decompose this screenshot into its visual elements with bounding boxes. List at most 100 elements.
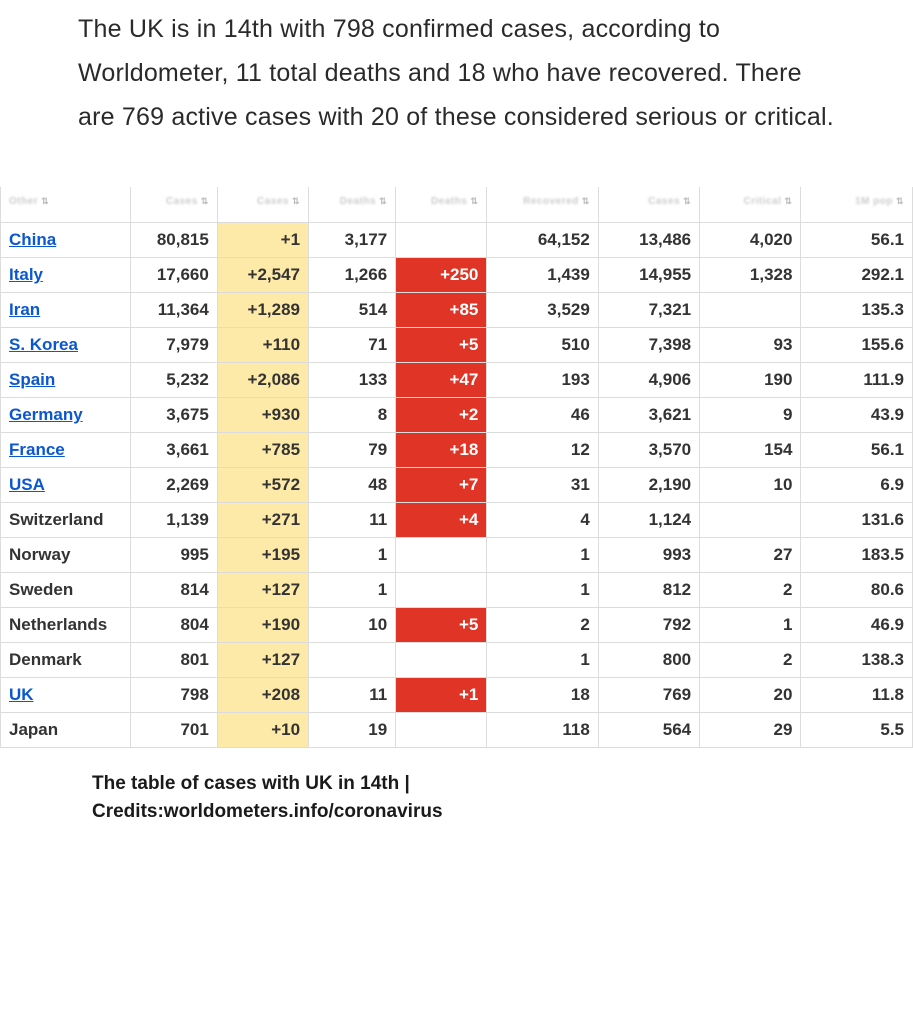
active-cases-cell: 4,906 <box>598 362 699 397</box>
per-million-cell: 46.9 <box>801 607 913 642</box>
sort-icon: ⇅ <box>292 197 300 206</box>
cases-table: Other⇅Cases⇅Cases⇅Deaths⇅Deaths⇅Recovere… <box>0 187 913 748</box>
critical-cell: 9 <box>700 397 801 432</box>
table-row: Sweden814+12711812280.6 <box>1 572 913 607</box>
critical-cell: 190 <box>700 362 801 397</box>
country-cell[interactable]: China <box>1 222 131 257</box>
total-deaths-cell: 19 <box>309 712 396 747</box>
critical-cell: 10 <box>700 467 801 502</box>
new-cases-cell: +127 <box>217 642 308 677</box>
table-row: UK798+20811+1187692011.8 <box>1 677 913 712</box>
country-link[interactable]: Germany <box>9 405 83 424</box>
country-cell[interactable]: Germany <box>1 397 131 432</box>
column-header[interactable]: Critical⇅ <box>700 187 801 222</box>
new-cases-cell: +1,289 <box>217 292 308 327</box>
per-million-cell: 183.5 <box>801 537 913 572</box>
per-million-cell: 135.3 <box>801 292 913 327</box>
country-cell[interactable]: France <box>1 432 131 467</box>
total-deaths-cell: 79 <box>309 432 396 467</box>
new-cases-cell: +271 <box>217 502 308 537</box>
country-link[interactable]: Italy <box>9 265 43 284</box>
table-row: Denmark801+12718002138.3 <box>1 642 913 677</box>
per-million-cell: 80.6 <box>801 572 913 607</box>
table-header: Other⇅Cases⇅Cases⇅Deaths⇅Deaths⇅Recovere… <box>1 187 913 222</box>
new-cases-cell: +208 <box>217 677 308 712</box>
active-cases-cell: 792 <box>598 607 699 642</box>
active-cases-cell: 3,621 <box>598 397 699 432</box>
total-deaths-cell: 8 <box>309 397 396 432</box>
intro-paragraph: The UK is in 14th with 798 confirmed cas… <box>0 0 913 169</box>
per-million-cell: 131.6 <box>801 502 913 537</box>
recovered-cell: 31 <box>487 467 598 502</box>
active-cases-cell: 3,570 <box>598 432 699 467</box>
column-header[interactable]: Recovered⇅ <box>487 187 598 222</box>
table-caption: The table of cases with UK in 14th | Cre… <box>0 748 600 827</box>
active-cases-cell: 7,398 <box>598 327 699 362</box>
total-cases-cell: 2,269 <box>130 467 217 502</box>
new-deaths-cell <box>396 537 487 572</box>
column-header[interactable]: Cases⇅ <box>598 187 699 222</box>
recovered-cell: 1 <box>487 537 598 572</box>
critical-cell: 1,328 <box>700 257 801 292</box>
table-row: Italy17,660+2,5471,266+2501,43914,9551,3… <box>1 257 913 292</box>
country-cell: Denmark <box>1 642 131 677</box>
recovered-cell: 510 <box>487 327 598 362</box>
column-header[interactable]: Deaths⇅ <box>396 187 487 222</box>
new-deaths-cell <box>396 222 487 257</box>
country-link[interactable]: France <box>9 440 65 459</box>
country-link[interactable]: China <box>9 230 56 249</box>
total-deaths-cell: 48 <box>309 467 396 502</box>
country-link[interactable]: UK <box>9 685 34 704</box>
total-deaths-cell: 11 <box>309 502 396 537</box>
country-cell[interactable]: Italy <box>1 257 131 292</box>
total-cases-cell: 17,660 <box>130 257 217 292</box>
sort-icon: ⇅ <box>201 197 209 206</box>
country-cell[interactable]: Spain <box>1 362 131 397</box>
recovered-cell: 1 <box>487 572 598 607</box>
total-deaths-cell: 133 <box>309 362 396 397</box>
new-deaths-cell: +47 <box>396 362 487 397</box>
country-cell[interactable]: USA <box>1 467 131 502</box>
country-cell[interactable]: Iran <box>1 292 131 327</box>
sort-icon: ⇅ <box>41 197 49 206</box>
new-deaths-cell: +250 <box>396 257 487 292</box>
recovered-cell: 64,152 <box>487 222 598 257</box>
recovered-cell: 1 <box>487 642 598 677</box>
column-header[interactable]: 1M pop⇅ <box>801 187 913 222</box>
total-cases-cell: 7,979 <box>130 327 217 362</box>
total-cases-cell: 701 <box>130 712 217 747</box>
column-header[interactable]: Other⇅ <box>1 187 131 222</box>
per-million-cell: 11.8 <box>801 677 913 712</box>
per-million-cell: 155.6 <box>801 327 913 362</box>
total-deaths-cell: 1 <box>309 572 396 607</box>
table-row: Germany3,675+9308+2463,621943.9 <box>1 397 913 432</box>
column-header[interactable]: Cases⇅ <box>130 187 217 222</box>
new-cases-cell: +2,086 <box>217 362 308 397</box>
country-link[interactable]: S. Korea <box>9 335 78 354</box>
country-cell[interactable]: S. Korea <box>1 327 131 362</box>
table-row: France3,661+78579+18123,57015456.1 <box>1 432 913 467</box>
country-cell[interactable]: UK <box>1 677 131 712</box>
country-link[interactable]: Iran <box>9 300 40 319</box>
table-row: Japan701+1019118564295.5 <box>1 712 913 747</box>
per-million-cell: 292.1 <box>801 257 913 292</box>
column-header[interactable]: Cases⇅ <box>217 187 308 222</box>
table-row: China80,815+13,17764,15213,4864,02056.1 <box>1 222 913 257</box>
column-header[interactable]: Deaths⇅ <box>309 187 396 222</box>
sort-icon: ⇅ <box>784 197 792 206</box>
new-deaths-cell: +18 <box>396 432 487 467</box>
critical-cell: 154 <box>700 432 801 467</box>
per-million-cell: 6.9 <box>801 467 913 502</box>
sort-icon: ⇅ <box>896 197 904 206</box>
country-cell: Switzerland <box>1 502 131 537</box>
country-link[interactable]: Spain <box>9 370 55 389</box>
country-link[interactable]: USA <box>9 475 45 494</box>
new-deaths-cell: +4 <box>396 502 487 537</box>
sort-icon: ⇅ <box>379 197 387 206</box>
critical-cell: 20 <box>700 677 801 712</box>
active-cases-cell: 1,124 <box>598 502 699 537</box>
table-row: S. Korea7,979+11071+55107,39893155.6 <box>1 327 913 362</box>
recovered-cell: 12 <box>487 432 598 467</box>
per-million-cell: 111.9 <box>801 362 913 397</box>
critical-cell: 2 <box>700 572 801 607</box>
